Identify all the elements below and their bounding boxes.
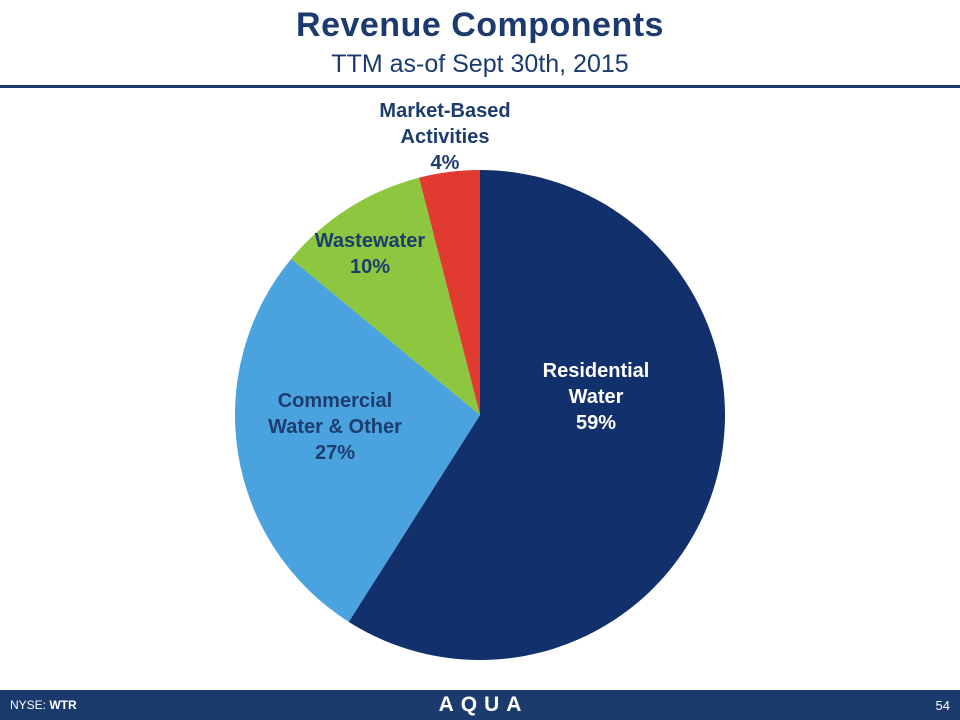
pie-slice-wastewater — [291, 177, 480, 415]
page-title: Revenue Components — [296, 6, 664, 44]
nyse-ticker: NYSE: WTR — [10, 698, 77, 712]
pie-chart — [235, 170, 725, 660]
pie-label-market-based-activities: Market-Based Activities 4% — [379, 100, 511, 174]
aqua-logo: AQUA — [438, 693, 529, 716]
page-number: 54 — [935, 697, 950, 713]
nyse-label: NYSE: — [10, 698, 47, 712]
ticker-symbol: WTR — [49, 698, 77, 712]
pie-slice-commercial-water-other — [235, 258, 480, 622]
pie-chart-svg — [235, 170, 725, 660]
footer-bar: NYSE: WTR AQUA 54 — [0, 690, 960, 720]
page-subtitle: TTM as-of Sept 30th, 2015 — [331, 50, 629, 78]
pie-label-residential-water: Residential Water 59% — [542, 360, 650, 434]
pie-label-wastewater: Wastewater 10% — [314, 230, 426, 278]
pie-label-commercial-water-other: Commercial Water & Other 27% — [268, 390, 402, 464]
pie-slice-residential-water — [348, 170, 725, 660]
title-divider — [0, 85, 960, 88]
pie-slice-market-based-activities — [419, 170, 480, 415]
